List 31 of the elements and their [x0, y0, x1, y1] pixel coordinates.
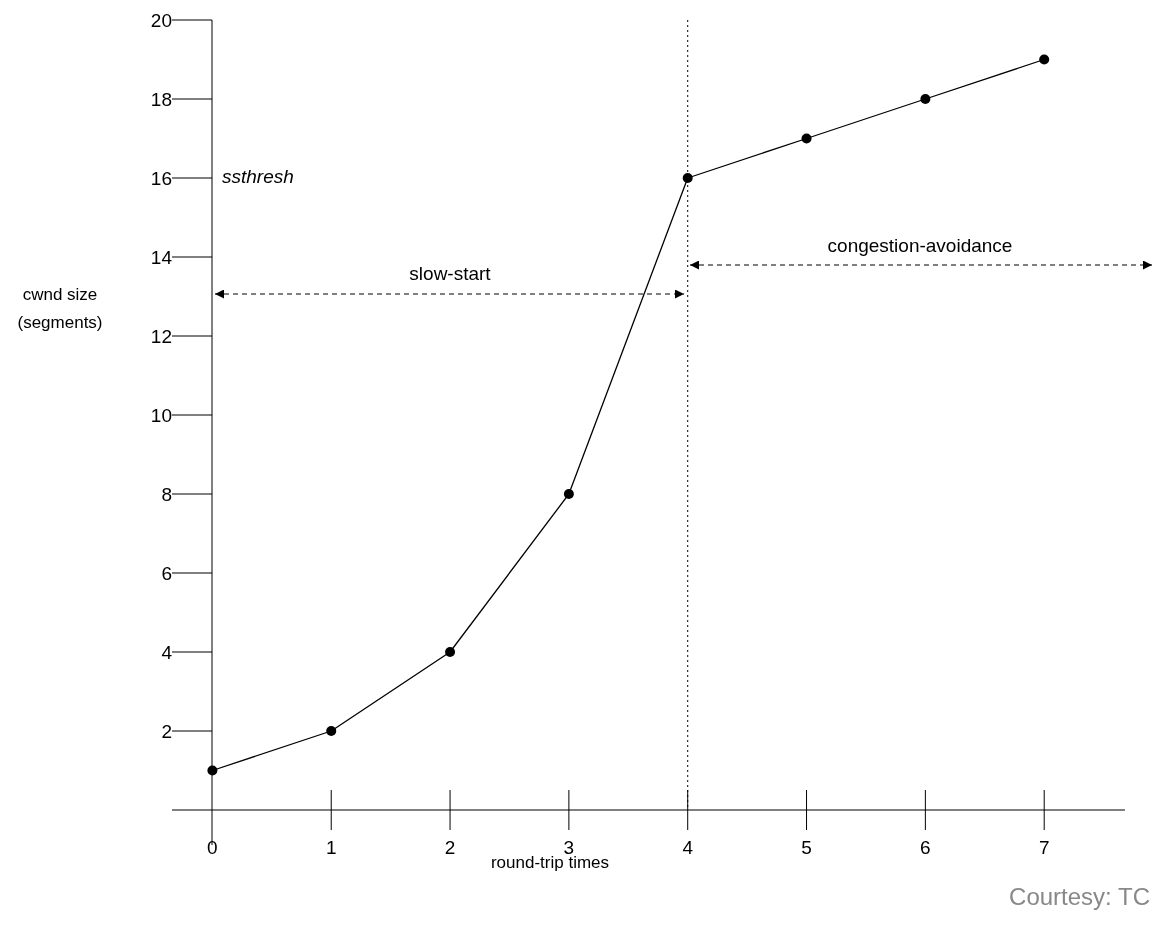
y-tick-label: 6 — [161, 562, 172, 584]
x-tick-label: 1 — [325, 837, 337, 858]
y-tick-label: 20 — [150, 9, 172, 31]
point — [445, 647, 456, 657]
x-axis-title: round-trip times — [490, 853, 610, 872]
point — [563, 489, 574, 499]
x-tick-label: 7 — [1038, 837, 1050, 858]
point — [801, 133, 812, 144]
y-tick-label: 2 — [161, 720, 172, 742]
y-tick-label: 10 — [150, 404, 172, 426]
y-tick-label: 12 — [150, 325, 172, 347]
point — [207, 765, 218, 776]
point — [920, 94, 931, 104]
x-tick-label: 2 — [444, 837, 456, 858]
annotation: slow-start — [409, 263, 492, 284]
x-tick-label: 5 — [801, 837, 812, 858]
x-tick-label: 6 — [920, 837, 931, 858]
x-tick-label: 4 — [682, 837, 694, 858]
x-tick-label: 0 — [207, 837, 218, 858]
point — [682, 173, 693, 183]
annotation: ssthresh — [222, 166, 294, 187]
point — [1039, 54, 1050, 65]
y-tick-label: 18 — [150, 88, 172, 110]
y-axis-title: cwnd size (segments) — [17, 285, 103, 332]
text: Courtesy: TC — [1009, 883, 1150, 910]
y-tick-label: 14 — [150, 246, 173, 268]
y-tick-label: 16 — [150, 167, 172, 189]
y-tick-label: 4 — [161, 641, 173, 663]
y-tick-label: 8 — [161, 483, 172, 505]
point — [326, 726, 337, 736]
annotation: congestion-avoidance — [827, 235, 1013, 256]
